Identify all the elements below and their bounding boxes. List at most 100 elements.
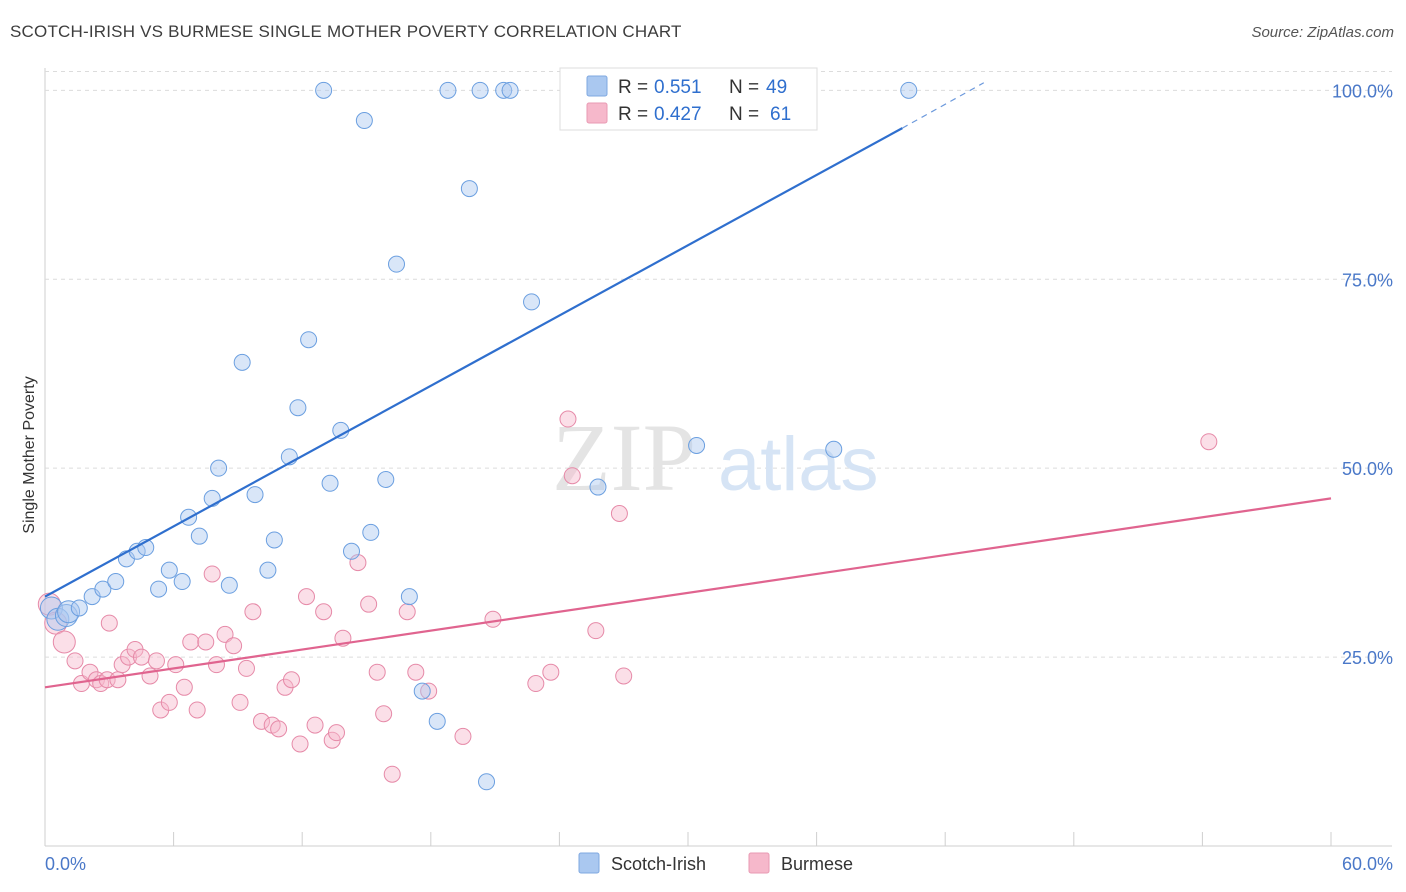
burmese-point xyxy=(563,467,581,485)
burmese-point xyxy=(282,671,300,689)
chart-source: Source: ZipAtlas.com xyxy=(1251,24,1394,41)
scotch-irish-point xyxy=(688,436,706,454)
scotch-irish-point xyxy=(246,486,264,504)
series-legend-scotch-irish: Scotch-Irish xyxy=(611,854,706,874)
scotch-irish-point xyxy=(39,596,63,620)
series-legend: Scotch-Irish Burmese xyxy=(578,852,853,874)
burmese-point xyxy=(375,705,393,723)
y-tick-label: 50.0% xyxy=(1342,459,1393,479)
scotch-irish-point xyxy=(362,523,380,541)
scotch-irish-point xyxy=(355,112,373,130)
series-legend-burmese: Burmese xyxy=(781,854,853,874)
burmese-point xyxy=(454,727,472,745)
burmese-point xyxy=(360,595,378,613)
scotch-irish-point xyxy=(471,81,489,99)
scotch-irish-point xyxy=(94,580,112,598)
burmese-point xyxy=(207,656,225,674)
scotch-irish-point xyxy=(210,459,228,477)
scotch-irish-point xyxy=(825,440,843,458)
trend-lines xyxy=(44,82,1332,689)
scotch-irish-point xyxy=(265,531,283,549)
scotch-irish-point xyxy=(388,255,406,273)
burmese-point xyxy=(1200,433,1218,451)
legend-n-label-2: N = xyxy=(729,104,759,125)
scotch-irish-point xyxy=(413,682,431,700)
scotch-irish-point xyxy=(321,474,339,492)
burmese-point xyxy=(542,663,560,681)
legend-n-value-1: 49 xyxy=(766,77,787,98)
burmese-point xyxy=(52,630,76,654)
scotch-irish-point xyxy=(259,561,277,579)
burmese-point xyxy=(615,667,633,685)
burmese-point xyxy=(147,652,165,670)
burmese-point xyxy=(216,625,234,643)
burmese-point xyxy=(297,588,315,606)
scotch-irish-point xyxy=(190,527,208,545)
legend-n-value-2: 61 xyxy=(770,104,791,125)
legend-swatch-burmese xyxy=(586,102,608,124)
burmese-point xyxy=(420,682,438,700)
scotch-irish-point xyxy=(173,573,191,591)
burmese-point xyxy=(383,765,401,783)
scotch-irish-point xyxy=(220,576,238,594)
burmese-point xyxy=(315,603,333,621)
burmese-point xyxy=(398,603,416,621)
legend-r-label-2: R = xyxy=(618,104,648,125)
burmese-point xyxy=(197,633,215,651)
scotch-irish-point xyxy=(342,542,360,560)
scotch-irish-trend-line xyxy=(44,127,903,598)
burmese-point xyxy=(231,693,249,711)
scotch-irish-point xyxy=(589,478,607,496)
y-tick-label: 100.0% xyxy=(1332,81,1393,101)
watermark-atlas: atlas xyxy=(718,422,879,507)
series-legend-swatch-burmese xyxy=(748,852,770,874)
burmese-point xyxy=(203,565,221,583)
legend-r-value-1: 0.551 xyxy=(654,77,702,98)
x-tick-marks xyxy=(44,832,1332,846)
scotch-irish-point xyxy=(315,81,333,99)
burmese-points xyxy=(37,410,1218,783)
burmese-point xyxy=(237,659,255,677)
burmese-point xyxy=(559,410,577,428)
scotch-irish-point xyxy=(900,81,918,99)
scotch-irish-point xyxy=(478,773,496,791)
burmese-point xyxy=(484,610,502,628)
scotch-irish-point xyxy=(460,180,478,198)
scotch-irish-point xyxy=(495,81,513,99)
scotch-irish-point xyxy=(57,600,81,624)
correlation-legend: R = 0.551 N = 49 R = 0.427 N = 61 xyxy=(559,67,818,131)
burmese-point xyxy=(160,693,178,711)
legend-r-label-1: R = xyxy=(618,77,648,98)
y-tick-label: 75.0% xyxy=(1342,270,1393,290)
scotch-irish-points xyxy=(39,81,918,791)
burmese-point xyxy=(610,505,628,523)
scotch-irish-point xyxy=(203,489,221,507)
legend-n-label-1: N = xyxy=(729,77,759,98)
series-legend-swatch-scotch-irish xyxy=(578,852,600,874)
burmese-point xyxy=(291,735,309,753)
burmese-point xyxy=(327,724,345,742)
scotch-irish-point xyxy=(233,353,251,371)
scotch-irish-point xyxy=(400,588,418,606)
burmese-point xyxy=(252,712,270,730)
x-tick-label-min: 0.0% xyxy=(45,854,86,874)
legend-swatch-scotch-irish xyxy=(586,75,608,97)
x-tick-label-max: 60.0% xyxy=(1342,854,1393,874)
scotch-irish-point xyxy=(70,599,88,617)
burmese-point xyxy=(587,622,605,640)
chart-title: SCOTCH-IRISH VS BURMESE SINGLE MOTHER PO… xyxy=(10,22,682,41)
scotch-irish-point xyxy=(300,331,318,349)
y-tick-labels: 25.0% 50.0% 75.0% 100.0% xyxy=(1332,81,1393,668)
burmese-trend-line xyxy=(44,497,1332,689)
burmese-point xyxy=(66,652,84,670)
y-tick-label: 25.0% xyxy=(1342,648,1393,668)
scotch-irish-trend-extension xyxy=(902,82,985,129)
burmese-point xyxy=(225,637,243,655)
scotch-irish-point xyxy=(289,399,307,417)
scotch-irish-point xyxy=(160,561,178,579)
burmese-point xyxy=(270,720,288,738)
burmese-point xyxy=(527,675,545,693)
burmese-point xyxy=(182,633,200,651)
burmese-point xyxy=(306,716,324,734)
